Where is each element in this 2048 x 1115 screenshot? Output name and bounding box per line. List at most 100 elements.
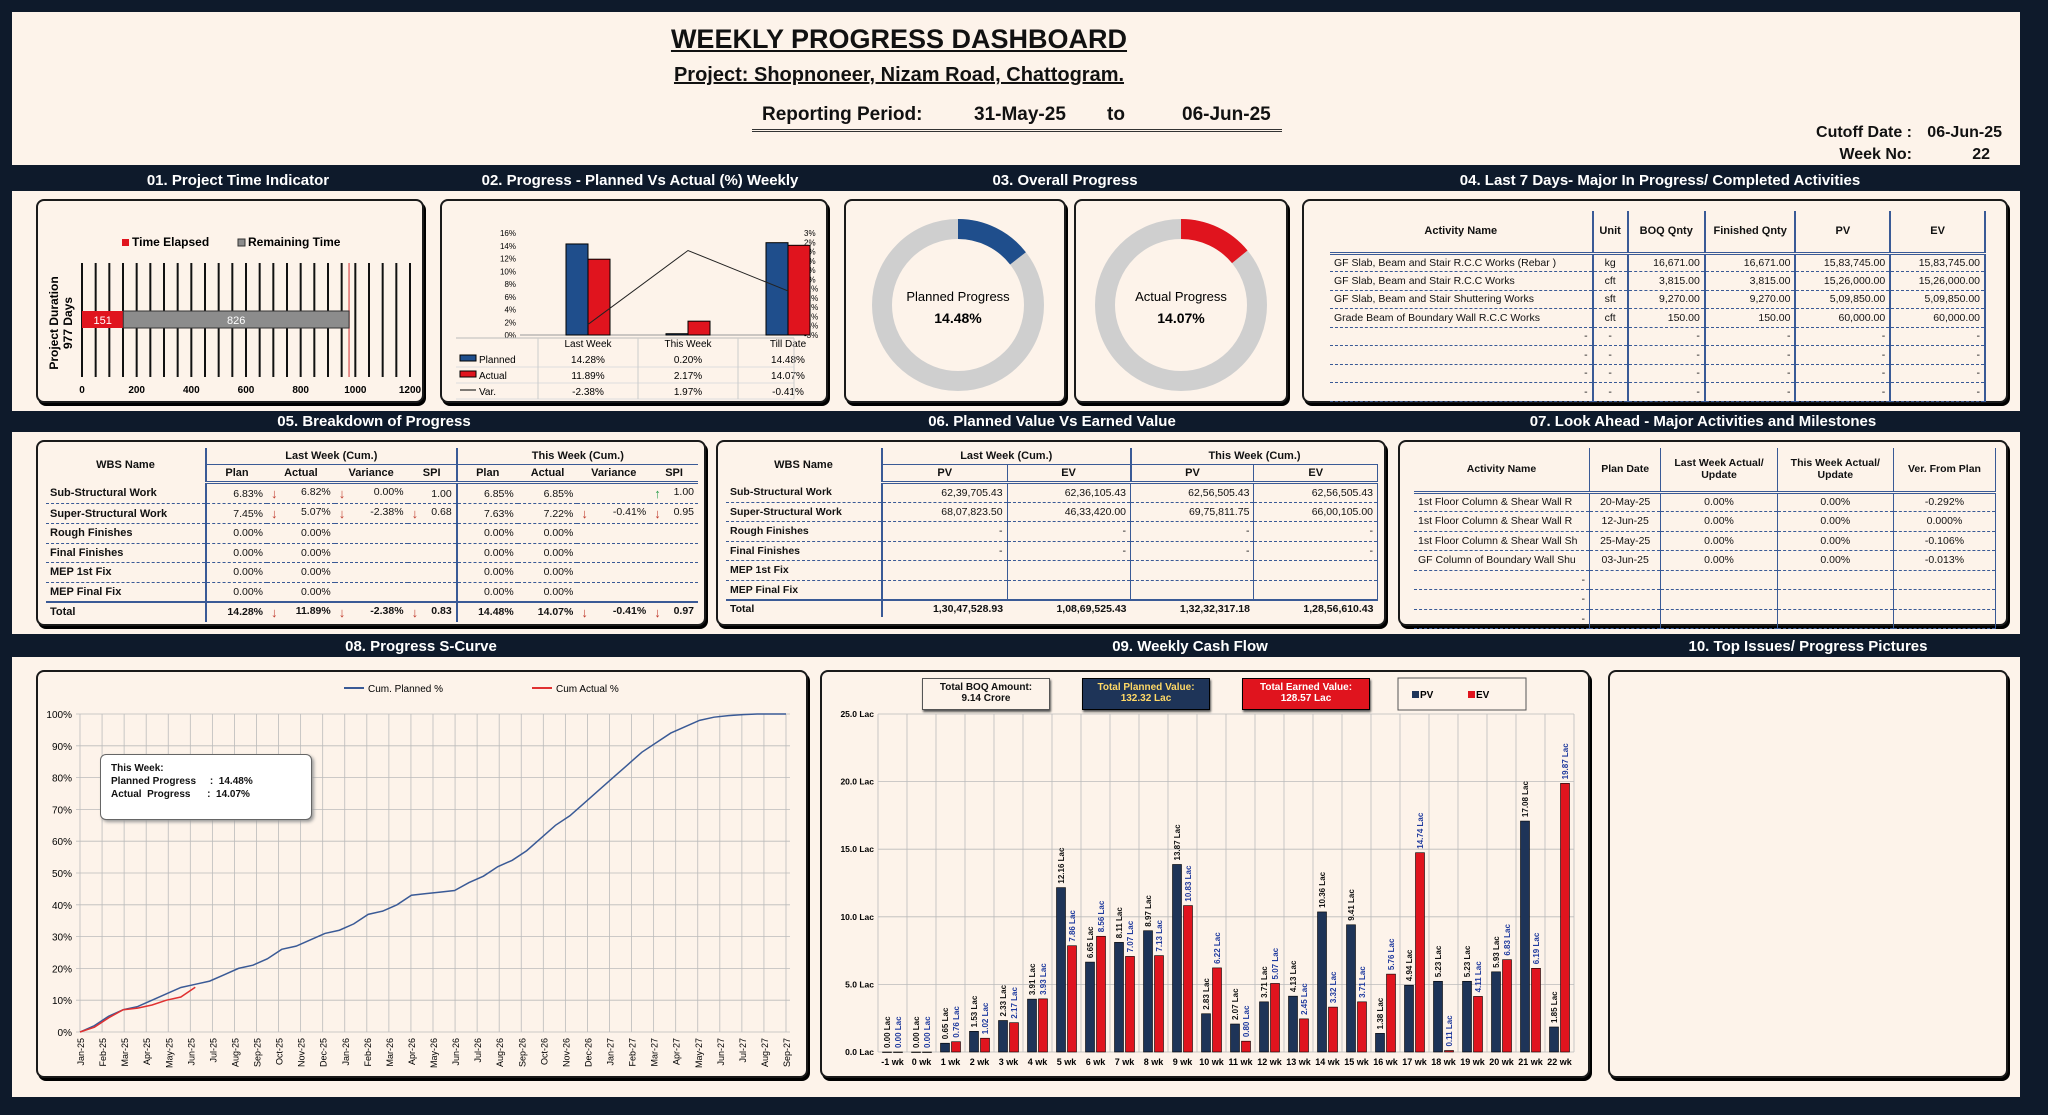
cell-value: 6.85%	[543, 487, 574, 500]
group-header-row: WBS Name Last Week (Cum.) This Week (Cum.)	[726, 448, 1378, 483]
table-cell: -	[1330, 364, 1594, 383]
boq-total-value: 9.14 Crore	[961, 693, 1011, 704]
ev-bar	[922, 1051, 932, 1053]
table-cell: -	[1007, 541, 1132, 561]
pv-data-label: 1.53 Lac	[970, 995, 979, 1027]
column-header: Plan	[456, 464, 518, 484]
ev-data-label: 10.83 Lac	[1184, 865, 1193, 902]
table-cell: 62,56,505.43	[1130, 482, 1255, 503]
cell-value: 0.00%	[543, 566, 574, 579]
pv-bar	[1114, 942, 1124, 1053]
column-header: PV	[882, 464, 1008, 484]
dashboard-header: WEEKLY PROGRESS DASHBOARD Project: Shopn…	[12, 12, 2020, 165]
table-cell: 60,000.00	[1795, 308, 1892, 328]
cell-value: 6.82%	[300, 486, 331, 498]
period-to: 06-Jun-25	[1182, 104, 1271, 125]
ev-bar	[1241, 1040, 1251, 1053]
x-tick-label: Dec-25	[319, 1038, 329, 1067]
ev-bar	[1067, 945, 1077, 1053]
x-tick-label: May-25	[164, 1038, 174, 1068]
table-cell: -	[1704, 345, 1797, 365]
x-tick-label: Feb-26	[363, 1038, 373, 1067]
table-row: GF Slab, Beam and Stair R.C.C Works (Reb…	[1330, 253, 1986, 272]
planned-bar	[765, 242, 789, 336]
x-tick-label: 16 wk	[1373, 1057, 1399, 1067]
x-tick-label: 2 wk	[970, 1057, 991, 1067]
row-label: MEP Final Fix	[46, 582, 207, 602]
pv-bar	[1520, 820, 1530, 1053]
table-row: Final Finishes 0.00% 0.00% 0.00% 0.00%	[46, 543, 698, 563]
x-tick-label: Jun-25	[186, 1038, 196, 1066]
elapsed-legend: Time Elapsed	[132, 235, 209, 249]
table-cell: -	[1627, 382, 1706, 402]
x-tick-label: 0 wk	[912, 1057, 933, 1067]
cell-value: 0.00%	[300, 527, 331, 540]
cell-value: 0.97	[673, 604, 694, 617]
pv-data-label: 8.97 Lac	[1144, 895, 1153, 927]
cell-value: 6.85%	[483, 487, 514, 500]
period-from: 31-May-25	[974, 104, 1066, 125]
ev-bar	[1212, 967, 1222, 1053]
table-cell	[1660, 589, 1778, 610]
table-cell	[1660, 570, 1778, 590]
table-cell: -	[1130, 541, 1255, 561]
table-cell	[1660, 609, 1778, 629]
table-cell	[577, 562, 651, 583]
category-label: Till Date	[770, 339, 807, 350]
table-cell: 6.85%	[517, 482, 578, 504]
ev-bar	[1444, 1050, 1454, 1053]
table-cell	[650, 582, 698, 602]
table-cell: 0.00%	[456, 562, 518, 583]
row-value: -2.38%	[572, 387, 604, 398]
planned-donut-arc	[957, 219, 1026, 265]
table-row: Super-Structural Work 7.45% ↓ 5.07% ↓ -2.38% ↓…	[46, 503, 698, 524]
down-arrow-icon: ↓	[654, 604, 661, 620]
elapsed-bar	[82, 311, 124, 328]
table-cell: 15,26,000.00	[1890, 271, 1986, 291]
down-arrow-icon: ↓	[338, 604, 346, 620]
pv-data-label: 0.65 Lac	[941, 1007, 950, 1039]
table-cell	[334, 543, 408, 563]
table-cell: Total	[726, 598, 883, 617]
table-cell: 1,28,56,610.43	[1253, 598, 1378, 617]
table-cell	[334, 582, 408, 602]
lookahead-panel: Activity Name Plan Date Last Week Actual/ …	[1398, 440, 2008, 629]
x-tick-label: Jun-26	[451, 1038, 461, 1066]
table-cell	[1130, 580, 1255, 600]
x-tick-label: Jan-26	[341, 1038, 351, 1066]
x-tick-label: 10 wk	[1199, 1057, 1225, 1067]
table-cell: 0.00%	[456, 543, 518, 563]
x-tick-label: Jul-25	[208, 1038, 218, 1063]
table-cell: -	[1253, 521, 1378, 542]
x-tick-label: Aug-26	[495, 1038, 505, 1067]
pv-bar	[998, 1020, 1008, 1053]
column-header: Last Week (Cum.)	[206, 448, 458, 465]
pv-data-label: 17.08 Lac	[1521, 781, 1530, 818]
pv-data-label: 0.00 Lac	[883, 1016, 892, 1048]
pv-bar	[1462, 980, 1472, 1053]
table-cell: 6.83%	[206, 482, 268, 504]
y-tick-label: 100%	[46, 710, 72, 721]
column-header: Last Week Actual/ Update	[1660, 448, 1778, 494]
left-axis-tick: 4%	[504, 306, 516, 315]
down-arrow-icon: ↓	[271, 506, 278, 521]
pv-bar	[1346, 924, 1356, 1053]
right-axis-tick: -1%	[804, 294, 818, 303]
table-cell: 25-May-25	[1589, 531, 1662, 551]
column-header: Ver. From Plan	[1893, 448, 1997, 494]
column-header: This Week (Cum.)	[456, 448, 698, 465]
table-cell: 5,09,850.00	[1795, 290, 1892, 309]
ev-bar	[1009, 1022, 1019, 1053]
pvev-table: WBS Name Last Week (Cum.) This Week (Cum.)…	[726, 448, 1378, 617]
x-tick-label: Dec-26	[583, 1038, 593, 1067]
table-cell	[1007, 580, 1132, 600]
x-tick-label: Mar-25	[120, 1038, 130, 1067]
table-cell: 0.00%	[517, 562, 578, 583]
remaining-legend: Remaining Time	[248, 235, 341, 249]
table-cell: 16,671.00	[1627, 253, 1706, 272]
table-cell: 1st Floor Column & Shear Wall R	[1414, 492, 1590, 512]
x-tick-label: Nov-26	[561, 1038, 571, 1067]
cashflow-chart: 0.0 Lac 5.0 Lac 10.0 Lac 15.0 Lac 20.0 Lac 25…	[840, 677, 1575, 1067]
ev-data-label: 3.93 Lac	[1039, 963, 1048, 995]
duration-days: 977 Days	[61, 297, 75, 349]
